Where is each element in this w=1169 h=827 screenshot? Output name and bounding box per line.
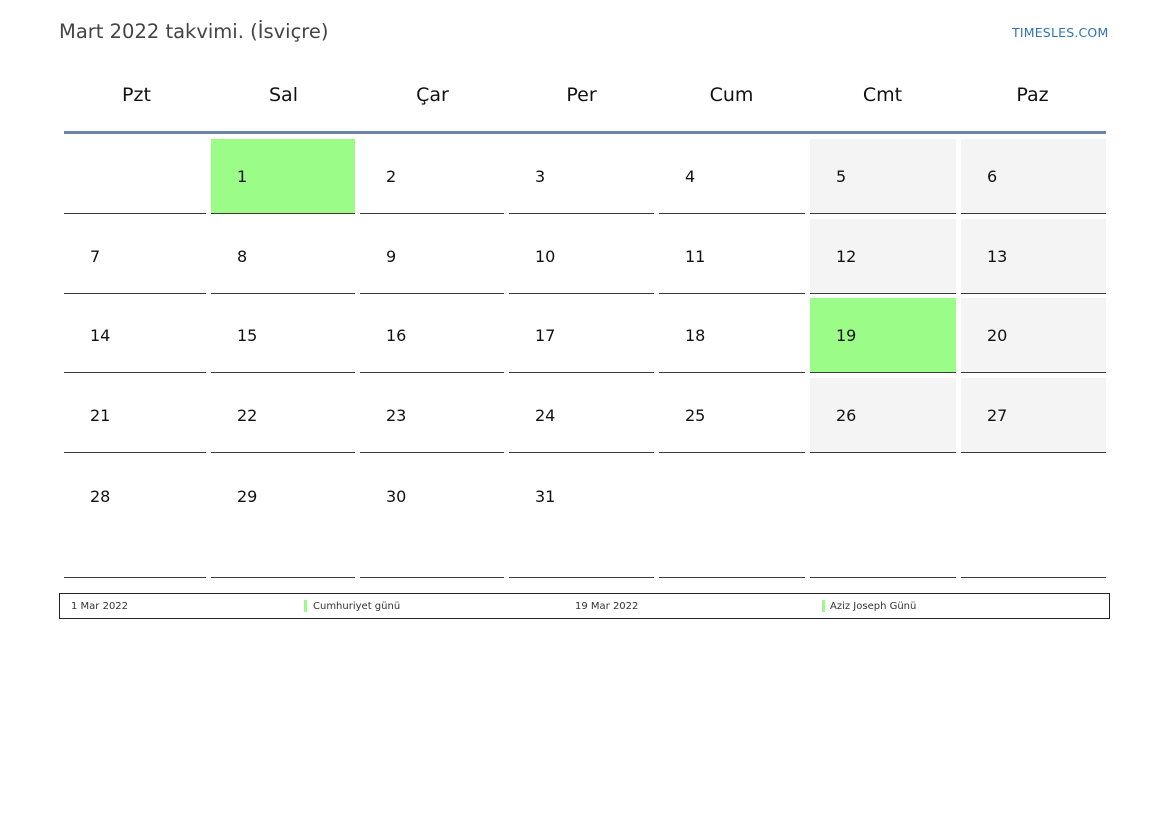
day-number: 26 bbox=[836, 406, 857, 425]
day-cell[interactable]: 20 bbox=[961, 298, 1106, 373]
day-number: 23 bbox=[386, 406, 407, 425]
legend-date-2: 19 Mar 2022 bbox=[575, 601, 639, 612]
day-cell[interactable]: 21 bbox=[64, 378, 206, 453]
weekday-mon: Pzt bbox=[122, 84, 151, 106]
day-number: 9 bbox=[386, 247, 397, 266]
day-cell[interactable]: 18 bbox=[659, 298, 805, 373]
day-cell[interactable]: 6 bbox=[961, 139, 1106, 214]
holiday-legend: 1 Mar 2022 Cumhuriyet günü 19 Mar 2022 A… bbox=[59, 593, 1110, 619]
day-number: 14 bbox=[90, 326, 111, 345]
day-number: 31 bbox=[535, 487, 556, 506]
empty-day-cell bbox=[659, 458, 805, 578]
day-number: 6 bbox=[987, 167, 998, 186]
day-number: 4 bbox=[685, 167, 696, 186]
brand-link[interactable]: TIMESLES.COM bbox=[1012, 25, 1109, 40]
day-number: 3 bbox=[535, 167, 546, 186]
day-number: 30 bbox=[386, 487, 407, 506]
page-title: Mart 2022 takvimi. (İsviçre) bbox=[59, 20, 329, 43]
day-number: 17 bbox=[535, 326, 556, 345]
weekday-sat: Cmt bbox=[862, 84, 903, 106]
day-number: 20 bbox=[987, 326, 1008, 345]
empty-day-cell bbox=[810, 458, 956, 578]
weekday-thu: Per bbox=[566, 84, 597, 106]
day-cell[interactable]: 14 bbox=[64, 298, 206, 373]
day-cell[interactable]: 7 bbox=[64, 219, 206, 294]
day-cell[interactable]: 28 bbox=[64, 458, 206, 578]
day-number: 7 bbox=[90, 247, 101, 266]
day-cell[interactable]: 11 bbox=[659, 219, 805, 294]
day-number: 11 bbox=[685, 247, 706, 266]
day-number: 10 bbox=[535, 247, 556, 266]
day-cell[interactable]: 22 bbox=[211, 378, 355, 453]
day-cell[interactable]: 3 bbox=[509, 139, 654, 214]
day-cell[interactable]: 2 bbox=[360, 139, 504, 214]
legend-color-marker-1 bbox=[304, 600, 307, 612]
day-cell[interactable]: 23 bbox=[360, 378, 504, 453]
day-cell[interactable]: 13 bbox=[961, 219, 1106, 294]
weekday-tue: Sal bbox=[269, 84, 298, 106]
weekday-sun: Paz bbox=[1016, 84, 1049, 106]
empty-day-cell bbox=[961, 458, 1106, 578]
day-cell[interactable]: 1 bbox=[211, 139, 355, 214]
day-number: 1 bbox=[237, 167, 248, 186]
weekday-fri: Cum bbox=[709, 84, 754, 106]
weekday-wed: Çar bbox=[416, 84, 449, 106]
day-cell[interactable]: 8 bbox=[211, 219, 355, 294]
day-number: 15 bbox=[237, 326, 258, 345]
day-number: 16 bbox=[386, 326, 407, 345]
day-cell[interactable]: 4 bbox=[659, 139, 805, 214]
day-number: 24 bbox=[535, 406, 556, 425]
day-number: 8 bbox=[237, 247, 248, 266]
day-number: 12 bbox=[836, 247, 857, 266]
day-number: 5 bbox=[836, 167, 847, 186]
day-number: 27 bbox=[987, 406, 1008, 425]
legend-holiday-name-2: Aziz Joseph Günü bbox=[830, 601, 917, 612]
day-cell[interactable]: 29 bbox=[211, 458, 355, 578]
day-cell[interactable]: 30 bbox=[360, 458, 504, 578]
day-cell[interactable]: 10 bbox=[509, 219, 654, 294]
day-cell[interactable]: 24 bbox=[509, 378, 654, 453]
day-cell[interactable]: 12 bbox=[810, 219, 956, 294]
weekday-header-row: Pzt Sal Çar Per Cum Cmt Paz bbox=[64, 84, 1106, 114]
empty-day-cell bbox=[64, 139, 206, 214]
day-cell[interactable]: 15 bbox=[211, 298, 355, 373]
day-number: 21 bbox=[90, 406, 111, 425]
day-number: 19 bbox=[836, 326, 857, 345]
day-number: 28 bbox=[90, 487, 111, 506]
legend-date-1: 1 Mar 2022 bbox=[71, 601, 129, 612]
day-number: 22 bbox=[237, 406, 258, 425]
day-cell[interactable]: 17 bbox=[509, 298, 654, 373]
day-number: 13 bbox=[987, 247, 1008, 266]
day-cell[interactable]: 19 bbox=[810, 298, 956, 373]
header-divider bbox=[64, 131, 1106, 134]
day-cell[interactable]: 5 bbox=[810, 139, 956, 214]
legend-holiday-name-1: Cumhuriyet günü bbox=[313, 601, 401, 612]
legend-color-marker-2 bbox=[822, 600, 825, 612]
day-number: 2 bbox=[386, 167, 397, 186]
day-cell[interactable]: 26 bbox=[810, 378, 956, 453]
day-number: 18 bbox=[685, 326, 706, 345]
day-cell[interactable]: 25 bbox=[659, 378, 805, 453]
day-cell[interactable]: 27 bbox=[961, 378, 1106, 453]
day-cell[interactable]: 31 bbox=[509, 458, 654, 578]
day-number: 29 bbox=[237, 487, 258, 506]
day-cell[interactable]: 9 bbox=[360, 219, 504, 294]
day-cell[interactable]: 16 bbox=[360, 298, 504, 373]
day-number: 25 bbox=[685, 406, 706, 425]
